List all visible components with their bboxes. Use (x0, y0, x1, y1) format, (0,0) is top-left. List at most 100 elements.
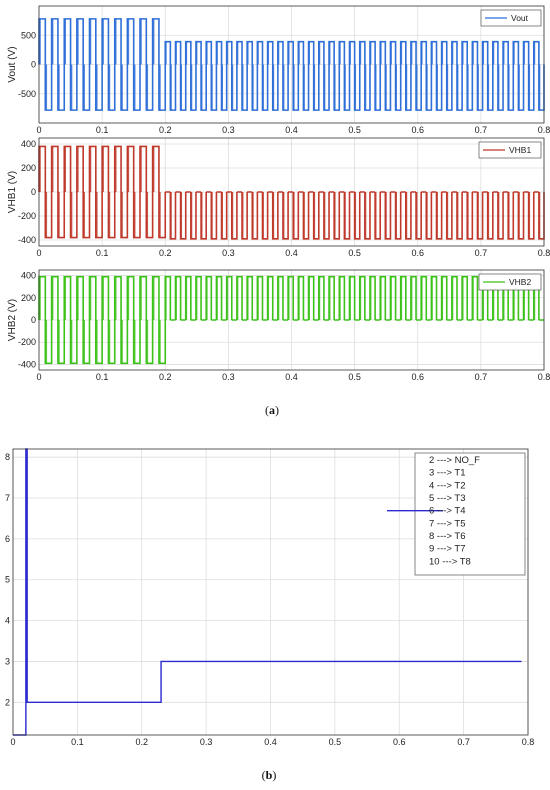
pulse-high (76, 18, 79, 65)
pulse-low (146, 192, 149, 238)
x-tick-label: 0 (36, 248, 41, 258)
pulse-low (180, 192, 183, 239)
pulse-low (146, 64, 149, 111)
pulse-low (83, 192, 85, 238)
pulse-low (70, 192, 73, 238)
pulse-high (140, 146, 142, 192)
y-tick-label: 7 (5, 493, 10, 503)
pulse-high (64, 276, 67, 320)
vhb1-plot: 0 0.1 0.2 0.3 0.4 0.5 0.6 0.7 0.8 400 200 0 -200 -400… (7, 137, 550, 258)
pulse-high (410, 276, 413, 320)
pulse-high (152, 276, 155, 320)
series-VHB2-segment-0 (38, 275, 167, 365)
pulse-high (195, 41, 198, 65)
pulse-high (339, 276, 341, 320)
pulse-high (308, 276, 310, 320)
pulse-low (121, 192, 123, 238)
series-VHB2-segment-1 (164, 275, 544, 321)
pulse-high (472, 276, 474, 320)
pulse-high (185, 41, 188, 65)
pulse-high (175, 276, 177, 320)
y-tick-label: 400 (21, 271, 36, 281)
pulse-high (472, 41, 474, 65)
pulse-low (211, 64, 213, 111)
pulse-low (344, 192, 346, 239)
pulse-low (395, 64, 398, 111)
pulse-low (190, 64, 193, 111)
pulse-low (334, 192, 336, 239)
pulse-low (170, 192, 172, 239)
x-tick-label: 0 (36, 372, 41, 382)
pulse-low (201, 64, 203, 111)
pulse-high (482, 41, 485, 65)
x-tick-label: 0.3 (222, 125, 235, 135)
x-tick-label: 0.7 (475, 125, 488, 135)
y-tick-label: 400 (21, 139, 36, 149)
x-tick-label: 0 (36, 125, 41, 135)
pulse-low (221, 64, 223, 111)
pulse-low (364, 64, 367, 111)
pulse-high (51, 146, 54, 192)
x-tick-label: 0.5 (329, 737, 342, 747)
pulse-low (190, 192, 193, 239)
series-VHB1-segment-1 (165, 191, 545, 240)
pulse-high (298, 276, 300, 320)
pulse-low (282, 192, 285, 239)
y-tick-label: 3 (5, 656, 10, 666)
pulse-low (133, 320, 136, 364)
x-tick-label: 0.3 (222, 372, 235, 382)
pulse-high (400, 276, 403, 320)
pulse-low (70, 64, 73, 111)
x-tick-label: 0.5 (348, 125, 361, 135)
x-tick-label: 0.5 (348, 248, 361, 258)
pulse-high (359, 276, 362, 320)
pulse-low (538, 192, 541, 239)
pulse-high (462, 276, 464, 320)
pulse-low (293, 64, 295, 111)
pulse-high (359, 41, 362, 65)
y-axis-label: Vout (V) (7, 46, 18, 82)
pulse-low (508, 192, 510, 239)
pulse-low (405, 192, 408, 239)
y-tick-label: 0 (31, 60, 36, 70)
y-tick-label: -200 (18, 211, 36, 221)
pulse-high (349, 41, 351, 65)
pulse-high (51, 18, 54, 65)
caption-a: (a) (265, 403, 279, 417)
pulse-high (380, 276, 382, 320)
legend-box (480, 9, 542, 27)
pulse-low (364, 192, 367, 239)
plot-frame (38, 137, 545, 247)
pulse-high (329, 41, 331, 65)
pulse-high (369, 276, 372, 320)
pulse-low (518, 192, 520, 239)
plot-frame (38, 269, 545, 371)
pulse-high (247, 276, 249, 320)
pulse-low (344, 64, 346, 111)
series-Vout-segment-0 (38, 18, 167, 111)
pulse-low (262, 64, 264, 111)
pulse-low (121, 320, 123, 364)
legend-entry: 9 ---> T7 (429, 544, 466, 555)
y-tick-label: 5 (5, 575, 10, 585)
pulse-high (431, 276, 433, 320)
legend-entry: 3 ---> T1 (429, 468, 466, 479)
pulse-high (64, 146, 67, 192)
pulse-high (308, 41, 310, 65)
y-tick-label: 0 (31, 315, 36, 325)
x-tick-label: 0.1 (96, 248, 109, 258)
x-tick-label: 0.2 (159, 125, 172, 135)
pulse-high (503, 276, 505, 320)
pulse-high (89, 146, 92, 192)
plot-frame (38, 5, 545, 124)
legend-box (478, 273, 542, 291)
pulse-high (76, 146, 79, 192)
pulse-high (410, 41, 413, 65)
pulse-low (45, 320, 48, 364)
x-tick-label: 0.6 (411, 372, 424, 382)
pulse-high (39, 146, 41, 192)
pulse-high (523, 276, 525, 320)
pulse-high (441, 276, 444, 320)
